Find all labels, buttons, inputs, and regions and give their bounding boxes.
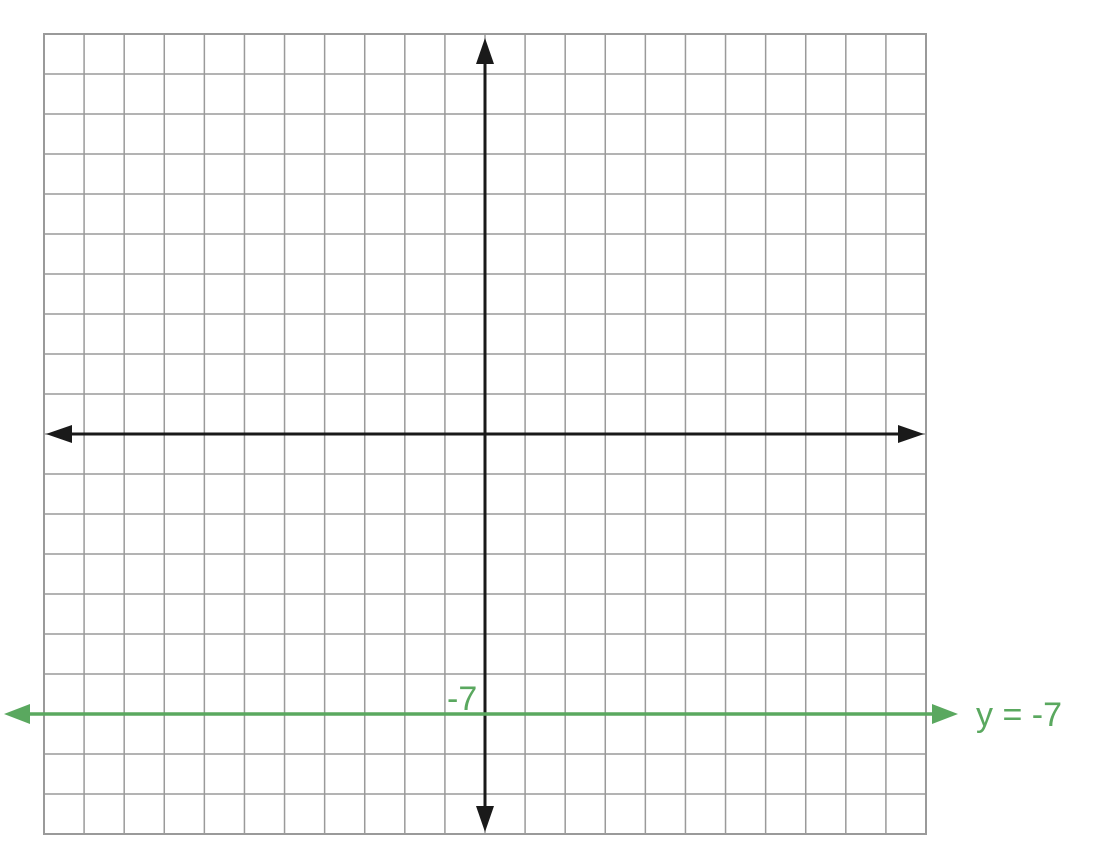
y-axis-up-arrow-icon (476, 38, 494, 64)
line-left-arrow-icon (4, 704, 30, 724)
line-equation-label: y = -7 (976, 696, 1062, 734)
y-intercept-label: -7 (447, 680, 477, 718)
x-axis-right-arrow-icon (898, 425, 924, 443)
grid-border (43, 33, 927, 835)
x-axis-left-arrow-icon (46, 425, 72, 443)
y-axis-down-arrow-icon (476, 806, 494, 832)
axes (46, 38, 924, 832)
line-right-arrow-icon (932, 704, 958, 724)
horizontal-line-group: -7 y = -7 (4, 680, 1062, 734)
